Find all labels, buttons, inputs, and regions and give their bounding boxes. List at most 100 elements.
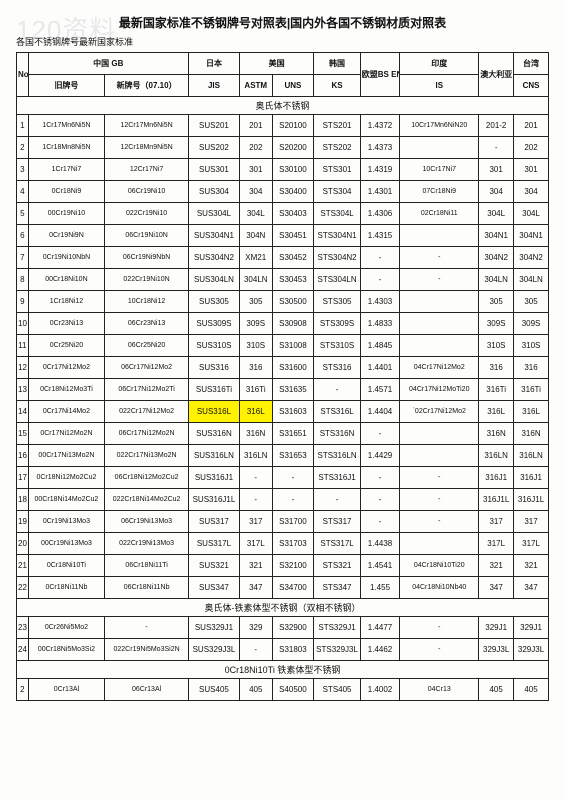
cell xyxy=(400,533,479,555)
cell: SUS405 xyxy=(188,679,239,701)
cell: 202 xyxy=(514,137,549,159)
cell: 0Cr18Ni11Nb xyxy=(28,577,105,599)
cell: 317 xyxy=(479,511,514,533)
cell: - xyxy=(314,379,360,401)
cell: 06Cr19Ni10N xyxy=(105,225,189,247)
cell: S30403 xyxy=(272,203,314,225)
steel-grades-table: No 中国 GB 日本 美国 韩国 欧盟BS EN 印度 澳大利亚 AS 台湾 … xyxy=(16,52,549,701)
cell: 22 xyxy=(17,577,29,599)
cell: 316Ti xyxy=(514,379,549,401)
cell: 022Cr17Ni12Mo2 xyxy=(105,401,189,423)
table-row: 70Cr19Ni10NbN06Cr19Ni9NbNSUS304N2XM21S30… xyxy=(17,247,549,269)
cell: 301 xyxy=(479,159,514,181)
cell: 10Cr18Ni12 xyxy=(105,291,189,313)
cell: 5 xyxy=(17,203,29,225)
table-row: 91Cr18Ni1210Cr18Ni12SUS305305S30500STS30… xyxy=(17,291,549,313)
cell: 321 xyxy=(240,555,273,577)
cell: 317 xyxy=(240,511,273,533)
cell: - xyxy=(400,511,479,533)
table-row: 210Cr18Ni10Ti06Cr18Ni11TiSUS321321S32100… xyxy=(17,555,549,577)
cell: 201 xyxy=(240,115,273,137)
table-row: 190Cr19Ni13Mo306Cr19Ni13Mo3SUS317317S317… xyxy=(17,511,549,533)
cell: S20100 xyxy=(272,115,314,137)
cell: 022Cr19Ni10N xyxy=(105,269,189,291)
table-row: 21Cr18Mn8Ni5N12Cr18Mn9Ni5NSUS202202S2020… xyxy=(17,137,549,159)
cell: 19 xyxy=(17,511,29,533)
cell: - xyxy=(400,489,479,511)
cell: 316LN xyxy=(514,445,549,467)
rows-group-b: 150Cr17Ni12Mo2N06Cr17Ni12Mo2NSUS316N316N… xyxy=(17,423,549,599)
cell: 1Cr18Mn8Ni5N xyxy=(28,137,105,159)
col-astm: ASTM xyxy=(240,75,273,97)
cell: 316J1L xyxy=(514,489,549,511)
col-jp: 日本 xyxy=(188,53,239,75)
cell: 14 xyxy=(17,401,29,423)
cell: 12Cr17Mn6Ni5N xyxy=(105,115,189,137)
cell: 316J1L xyxy=(479,489,514,511)
cell: STS316 xyxy=(314,357,360,379)
col-no: No xyxy=(17,53,29,97)
cell: S30400 xyxy=(272,181,314,203)
cell: 405 xyxy=(514,679,549,701)
cell: 1.4571 xyxy=(360,379,399,401)
cell: 1.4462 xyxy=(360,639,399,661)
cell: 201-2 xyxy=(479,115,514,137)
cell: STS316LN xyxy=(314,445,360,467)
table-row: 220Cr18Ni11Nb06Cr18Ni11NbSUS347347S34700… xyxy=(17,577,549,599)
cell: SUS316J1 xyxy=(188,467,239,489)
header-row-1: No 中国 GB 日本 美国 韩国 欧盟BS EN 印度 澳大利亚 AS 台湾 xyxy=(17,53,549,75)
cell: 316 xyxy=(514,357,549,379)
cell: 304N1 xyxy=(514,225,549,247)
table-row: 40Cr18Ni906Cr19Ni10SUS304304S30400STS304… xyxy=(17,181,549,203)
cell: S30908 xyxy=(272,313,314,335)
cell: 00Cr19Ni10 xyxy=(28,203,105,225)
col-ks: KS xyxy=(314,75,360,97)
cell: 316LN xyxy=(240,445,273,467)
cell xyxy=(400,225,479,247)
cell xyxy=(400,137,479,159)
cell: 04Cr17Ni12MoTi20 xyxy=(400,379,479,401)
cell xyxy=(400,335,479,357)
col-cns: CNS xyxy=(514,75,549,97)
cell: 17 xyxy=(17,467,29,489)
cell: STS317L xyxy=(314,533,360,555)
cell: 1Cr17Ni7 xyxy=(28,159,105,181)
cell: 316J1 xyxy=(479,467,514,489)
cell: 304L xyxy=(240,203,273,225)
cell: 1.4404 xyxy=(360,401,399,423)
cell: 00Cr17Ni13Mo2N xyxy=(28,445,105,467)
cell: SUS329J1 xyxy=(188,617,239,639)
cell: 11 xyxy=(17,335,29,357)
cell xyxy=(400,445,479,467)
cell: SUS329J3L xyxy=(188,639,239,661)
cell: SUS305 xyxy=(188,291,239,313)
cell: SUS316Ti xyxy=(188,379,239,401)
cell: `02Cr17Ni12Mo2 xyxy=(400,401,479,423)
col-in: 印度 xyxy=(400,53,479,75)
cell xyxy=(400,291,479,313)
cell: STS305 xyxy=(314,291,360,313)
cell: S30453 xyxy=(272,269,314,291)
cell: 022Cr19Ni13Mo3 xyxy=(105,533,189,555)
cell: 00Cr18Ni14Mo2Cu2 xyxy=(28,489,105,511)
cell: STS304L xyxy=(314,203,360,225)
cell: 316 xyxy=(479,357,514,379)
cell: STS304 xyxy=(314,181,360,203)
rows-group-d: 20Cr13Al06Cr13AlSUS405405S40500STS4051.4… xyxy=(17,679,549,701)
cell: SUS301 xyxy=(188,159,239,181)
cell: S31653 xyxy=(272,445,314,467)
cell: S32900 xyxy=(272,617,314,639)
cell: S31700 xyxy=(272,511,314,533)
cell: 329 xyxy=(240,617,273,639)
cell: 06Cr19Ni13Mo3 xyxy=(105,511,189,533)
cell: 304L xyxy=(479,203,514,225)
cell: 347 xyxy=(479,577,514,599)
cell: SUS316 xyxy=(188,357,239,379)
cell: 316L xyxy=(479,401,514,423)
cell: 0Cr19Ni9N xyxy=(28,225,105,247)
cell: - xyxy=(400,269,479,291)
cell: 304LN xyxy=(514,269,549,291)
cell: 0Cr13Al xyxy=(28,679,105,701)
cell: 202 xyxy=(240,137,273,159)
table-row: 500Cr19Ni10022Cr19Ni10SUS304L304LS30403S… xyxy=(17,203,549,225)
